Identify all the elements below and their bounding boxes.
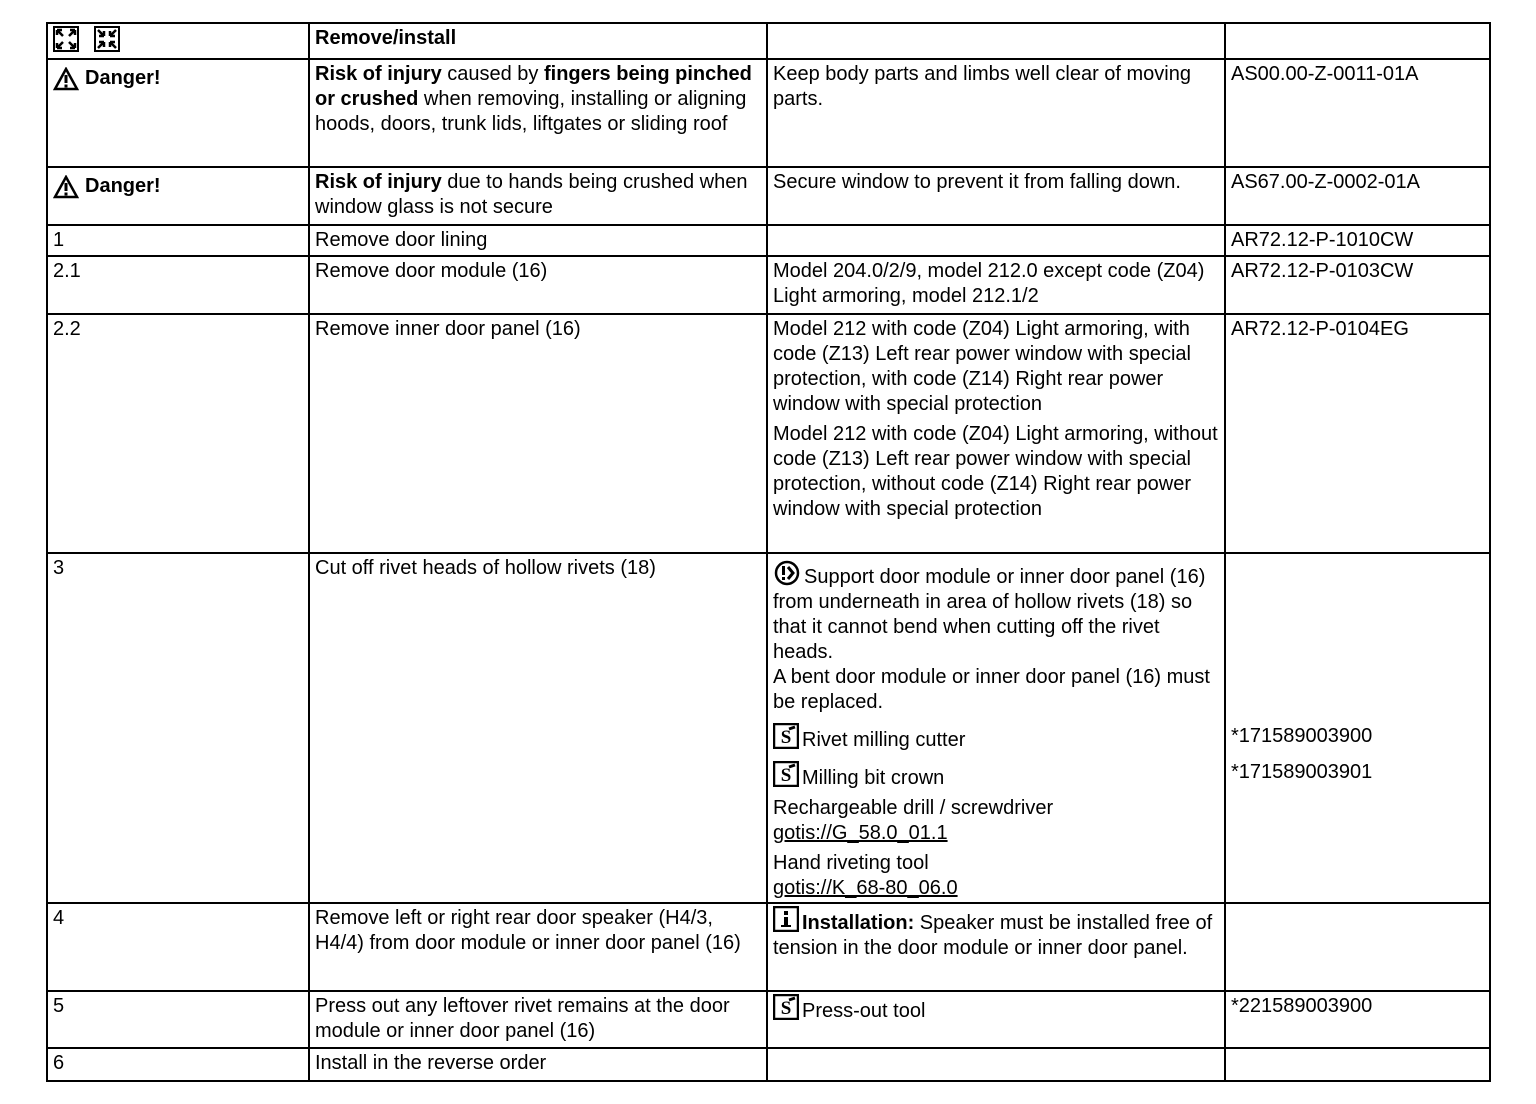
- step-row: 5 Press out any leftover rivet remains a…: [46, 990, 1491, 1049]
- danger-row: Danger! Risk of injury due to hands bein…: [46, 166, 1491, 226]
- step-number: 5: [46, 990, 310, 1049]
- step-text: Remove left or right rear door speaker (…: [308, 902, 768, 992]
- tool-name: Rivet milling cutter: [802, 729, 966, 751]
- safety-action: Keep body parts and limbs well clear of …: [766, 58, 1226, 168]
- step-text: Press out any leftover rivet remains at …: [308, 990, 768, 1049]
- note-warning: A bent door module or inner door panel (…: [773, 666, 1210, 713]
- reference-link[interactable]: AR72.12-P-0104EG: [1224, 313, 1491, 554]
- reference-link[interactable]: AS67.00-Z-0002-01A: [1224, 166, 1491, 226]
- step-row: 3 Cut off rivet heads of hollow rivets (…: [46, 552, 1491, 904]
- tool-name: Rechargeable drill / screwdriver: [773, 797, 1054, 819]
- reference-link[interactable]: AR72.12-P-1010CW: [1224, 224, 1491, 257]
- warning-icon: [53, 175, 79, 198]
- step-text: Remove door module (16): [308, 255, 768, 315]
- step-row: 6 Install in the reverse order: [46, 1047, 1491, 1082]
- step-row: 2.1 Remove door module (16) Model 204.0/…: [46, 255, 1491, 315]
- tool-part-number[interactable]: *171589003901: [1231, 761, 1373, 783]
- step-text: Install in the reverse order: [308, 1047, 768, 1082]
- reference-link[interactable]: AR72.12-P-0103CW: [1224, 255, 1491, 315]
- header-row: Remove/install: [46, 22, 1491, 60]
- step-number: 6: [46, 1047, 310, 1082]
- step-number: 2.1: [46, 255, 310, 315]
- tool-link[interactable]: gotis://G_58.0_01.1: [773, 822, 948, 844]
- special-tool-icon: [773, 723, 799, 749]
- step-note: Model 212 with code (Z04) Light armoring…: [773, 318, 1191, 415]
- danger-label: Danger!: [85, 175, 161, 197]
- risk-text: Risk of injury due to hands being crushe…: [308, 166, 768, 226]
- step-number: 2.2: [46, 313, 310, 554]
- note-icon: [774, 560, 800, 586]
- step-number: 4: [46, 902, 310, 992]
- section-title: Remove/install: [315, 27, 457, 49]
- warning-icon: [53, 67, 79, 90]
- step-text: Remove inner door panel (16): [308, 313, 768, 554]
- info-icon: [773, 906, 799, 932]
- step-note: Model 204.0/2/9, model 212.0 except code…: [766, 255, 1226, 315]
- step-number: 3: [46, 552, 310, 904]
- step-number: 1: [46, 224, 310, 257]
- special-tool-icon: [773, 994, 799, 1020]
- step-row: 2.2 Remove inner door panel (16) Model 2…: [46, 313, 1491, 554]
- step-text: Remove door lining: [308, 224, 768, 257]
- tool-name: Hand riveting tool: [773, 852, 929, 874]
- step-row: 1 Remove door lining AR72.12-P-1010CW: [46, 224, 1491, 257]
- step-text: Cut off rivet heads of hollow rivets (18…: [308, 552, 768, 904]
- procedure-table: Remove/install Danger! Risk of injury ca…: [46, 22, 1491, 1082]
- danger-label: Danger!: [85, 67, 161, 89]
- special-tool-icon: [773, 761, 799, 787]
- step-note: Model 212 with code (Z04) Light armoring…: [773, 423, 1218, 520]
- tool-link[interactable]: gotis://K_68-80_06.0: [773, 877, 958, 899]
- info-text: Speaker must be installed free of tensio…: [773, 912, 1213, 959]
- note-text: Support door module or inner door panel …: [773, 566, 1206, 663]
- step-row: 4 Remove left or right rear door speaker…: [46, 902, 1491, 992]
- reference-link[interactable]: AS00.00-Z-0011-01A: [1224, 58, 1491, 168]
- tool-name: Press-out tool: [802, 1000, 926, 1022]
- safety-action: Secure window to prevent it from falling…: [766, 166, 1226, 226]
- danger-row: Danger! Risk of injury caused by fingers…: [46, 58, 1491, 168]
- risk-text: Risk of injury caused by fingers being p…: [308, 58, 768, 168]
- tool-part-number[interactable]: *221589003900: [1224, 990, 1491, 1049]
- tool-name: Milling bit crown: [802, 767, 945, 789]
- expand-icon[interactable]: [53, 26, 79, 52]
- info-label: Installation:: [802, 912, 915, 934]
- collapse-icon[interactable]: [93, 26, 120, 52]
- tool-part-number[interactable]: *171589003900: [1231, 725, 1373, 747]
